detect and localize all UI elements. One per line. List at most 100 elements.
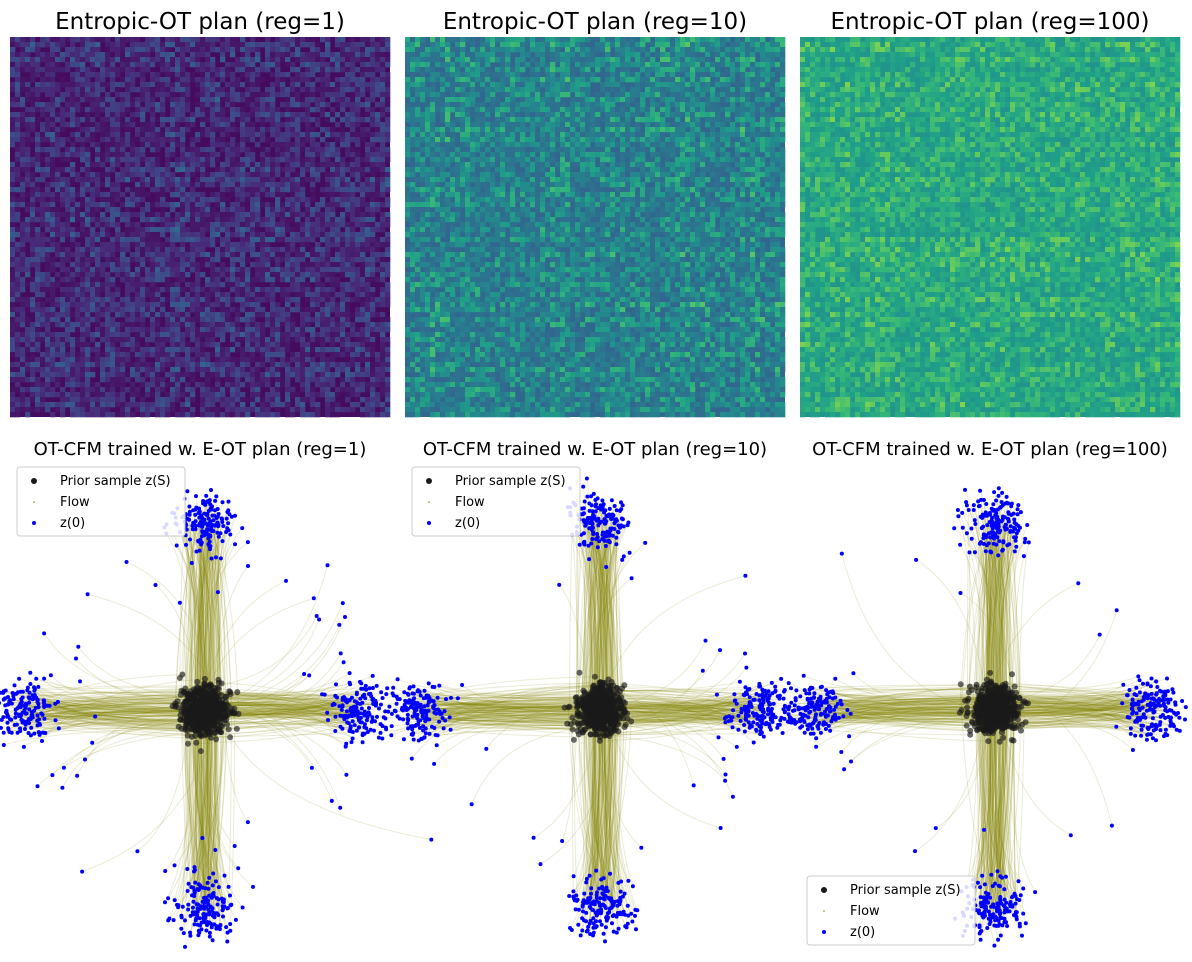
heatmap-cell (260, 77, 265, 82)
heatmap-cell (325, 172, 330, 177)
heatmap-cell (100, 227, 105, 232)
heatmap-cell (115, 112, 120, 117)
heatmap-cell (350, 62, 355, 67)
heatmap-cell (65, 137, 70, 142)
heatmap-cell (285, 217, 290, 222)
heatmap-cell (355, 167, 360, 172)
heatmap-cell (355, 122, 360, 127)
heatmap-cell (205, 237, 210, 242)
heatmap-cell (330, 222, 335, 227)
heatmap-cell (20, 177, 25, 182)
heatmap-cell (105, 117, 110, 122)
heatmap-cell (340, 222, 345, 227)
heatmap-cell (85, 197, 90, 202)
heatmap-cell (385, 87, 390, 92)
heatmap-cell (140, 207, 145, 212)
heatmap-cell (160, 137, 165, 142)
heatmap-cell (20, 112, 25, 117)
heatmap-cell (315, 232, 320, 237)
heatmap-cell (295, 217, 300, 222)
heatmap-cell (185, 167, 190, 172)
heatmap-cell (345, 117, 350, 122)
heatmap-cell (325, 252, 330, 257)
heatmap-cell (40, 212, 45, 217)
heatmap-cell (345, 132, 350, 137)
heatmap-cell (45, 87, 50, 92)
heatmap-cell (80, 77, 85, 82)
heatmap-cell (235, 87, 240, 92)
heatmap-cell (45, 192, 50, 197)
heatmap-cell (270, 132, 275, 137)
heatmap-cell (350, 167, 355, 172)
heatmap-cell (275, 157, 280, 162)
heatmap-cell (290, 92, 295, 97)
heatmap-cell (315, 42, 320, 47)
heatmap-cell (355, 132, 360, 137)
heatmap-cell (305, 92, 310, 97)
heatmap-cell (305, 77, 310, 82)
heatmap-cell (285, 92, 290, 97)
heatmap-cell (385, 77, 390, 82)
heatmap-cell (265, 207, 270, 212)
heatmap-cell (380, 107, 385, 112)
heatmap-cell (70, 92, 75, 97)
heatmap-cell (115, 127, 120, 132)
heatmap-cell (145, 132, 150, 137)
heatmap-cell (290, 242, 295, 247)
heatmap-cell (210, 252, 215, 257)
heatmap-cell (95, 177, 100, 182)
heatmap-cell (140, 167, 145, 172)
heatmap-cell (360, 222, 365, 227)
heatmap-cell (315, 162, 320, 167)
heatmap-cell (335, 242, 340, 247)
heatmap-cell (345, 192, 350, 197)
heatmap-cell (140, 72, 145, 77)
heatmap-cell (230, 242, 235, 247)
heatmap-cell (245, 147, 250, 152)
heatmap-cell (195, 202, 200, 207)
heatmap-cell (330, 87, 335, 92)
heatmap-cell (280, 212, 285, 217)
heatmap-cell (360, 257, 365, 262)
heatmap-cell (125, 132, 130, 137)
heatmap-cell (380, 127, 385, 132)
heatmap-cell (165, 37, 170, 42)
heatmap-cell (280, 37, 285, 42)
heatmap-cell (260, 152, 265, 157)
heatmap-cell (140, 192, 145, 197)
heatmap-cell (335, 202, 340, 207)
heatmap-cell (120, 252, 125, 257)
heatmap-cell (105, 262, 110, 267)
heatmap-cell (235, 202, 240, 207)
heatmap-cell (290, 87, 295, 92)
heatmap-cell (145, 257, 150, 262)
heatmap-cell (175, 162, 180, 167)
heatmap-cell (145, 82, 150, 87)
heatmap-cell (320, 212, 325, 217)
heatmap-cell (370, 172, 375, 177)
heatmap-cell (290, 192, 295, 197)
heatmap-cell (350, 127, 355, 132)
heatmap-cell (280, 227, 285, 232)
heatmap-cell (360, 37, 365, 42)
heatmap-cell (85, 67, 90, 72)
heatmap-cell (140, 67, 145, 72)
heatmap-cell (375, 207, 380, 212)
heatmap-cell (45, 212, 50, 217)
heatmap-cell (370, 232, 375, 237)
heatmap-cell (50, 162, 55, 167)
heatmap-cell (305, 177, 310, 182)
heatmap-cell (345, 207, 350, 212)
heatmap-cell (20, 217, 25, 222)
heatmap-cell (365, 52, 370, 57)
heatmap-cell (380, 147, 385, 152)
heatmap-cell (70, 262, 75, 267)
heatmap-cell (260, 172, 265, 177)
heatmap-cell (145, 252, 150, 257)
heatmap-cell (160, 167, 165, 172)
heatmap-cell (325, 207, 330, 212)
heatmap-cell (225, 127, 230, 132)
heatmap-cell (170, 92, 175, 97)
heatmap-cell (40, 57, 45, 62)
heatmap-cell (55, 227, 60, 232)
